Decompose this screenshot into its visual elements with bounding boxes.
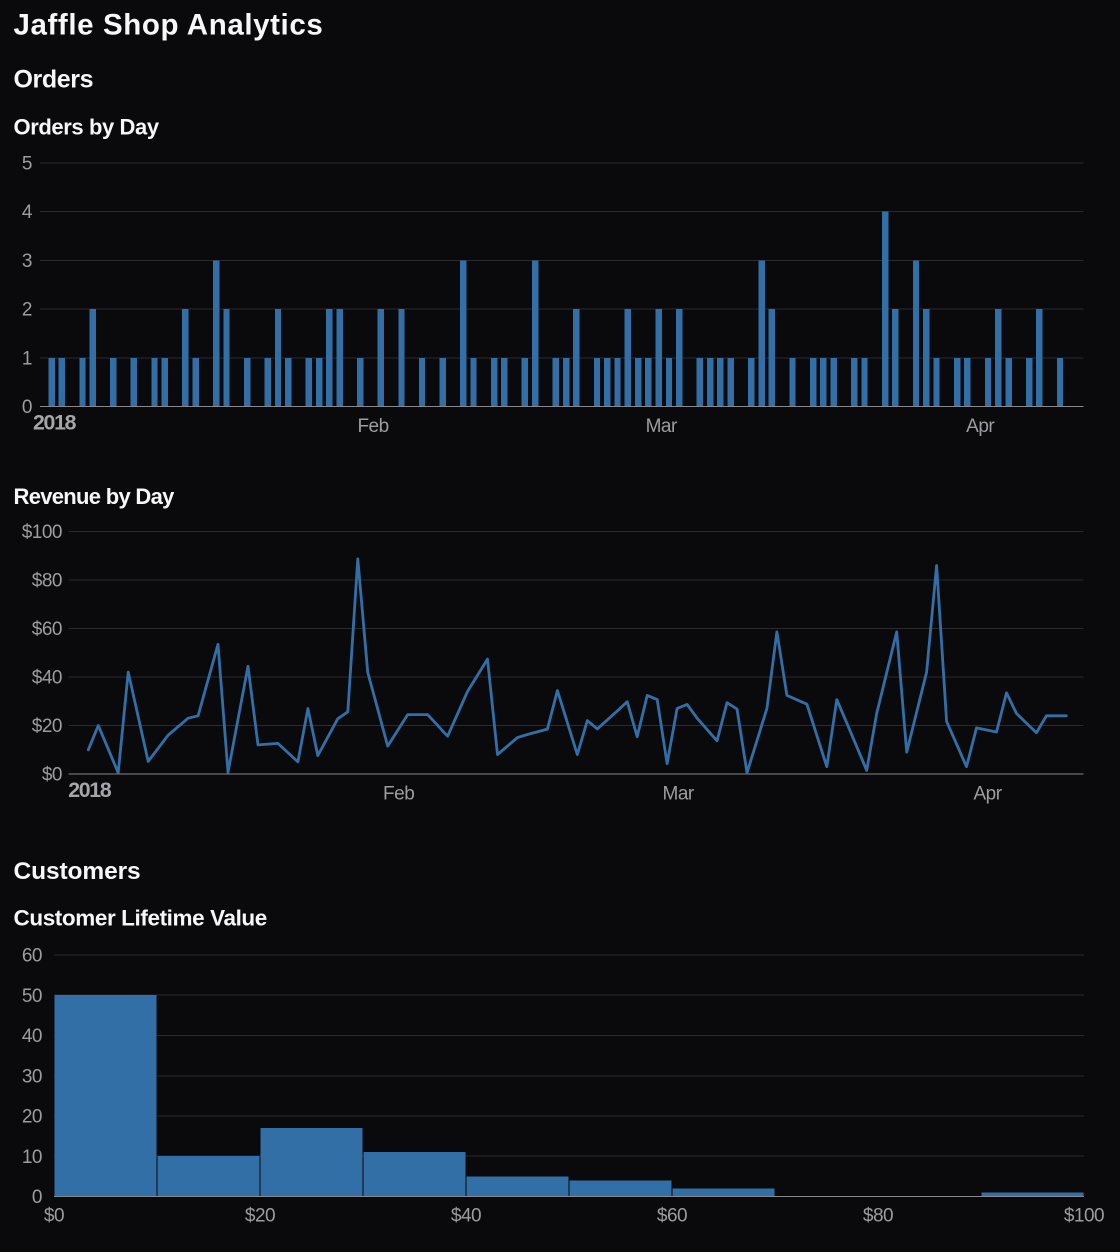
svg-text:2018: 2018 [33,411,77,435]
svg-text:2: 2 [22,300,32,321]
svg-text:Feb: Feb [357,416,388,437]
svg-text:10: 10 [22,1147,42,1168]
svg-text:$100: $100 [22,522,62,543]
svg-text:$40: $40 [32,668,62,689]
svg-text:50: 50 [22,986,42,1007]
svg-text:Feb: Feb [383,783,414,804]
svg-text:5: 5 [22,153,32,174]
svg-text:0: 0 [22,397,32,418]
svg-text:Orders by Day: Orders by Day [14,114,160,139]
svg-text:Apr: Apr [966,416,995,437]
svg-text:$40: $40 [451,1206,481,1227]
svg-text:$20: $20 [245,1206,275,1227]
svg-text:$60: $60 [32,619,62,640]
svg-text:20: 20 [22,1107,42,1128]
svg-text:Jaffle Shop Analytics: Jaffle Shop Analytics [14,9,324,42]
svg-text:Revenue by Day: Revenue by Day [14,484,176,509]
svg-text:0: 0 [32,1187,42,1208]
svg-text:4: 4 [22,202,33,223]
svg-text:2018: 2018 [68,778,112,802]
svg-text:3: 3 [22,251,32,272]
svg-text:Orders: Orders [14,66,94,94]
svg-text:1: 1 [22,348,32,369]
svg-text:$20: $20 [32,716,62,737]
svg-text:$100: $100 [1064,1206,1104,1227]
svg-text:$80: $80 [863,1206,893,1227]
svg-text:40: 40 [22,1026,42,1047]
svg-text:Customer Lifetime Value: Customer Lifetime Value [14,905,267,930]
svg-text:60: 60 [22,946,42,967]
svg-text:$80: $80 [32,571,62,592]
svg-text:$0: $0 [42,765,62,786]
svg-text:30: 30 [22,1066,42,1087]
svg-text:Mar: Mar [663,783,695,804]
svg-text:Apr: Apr [973,783,1002,804]
svg-text:Mar: Mar [646,416,678,437]
svg-text:Customers: Customers [14,858,141,885]
svg-text:$0: $0 [44,1206,64,1227]
svg-text:$60: $60 [657,1206,687,1227]
